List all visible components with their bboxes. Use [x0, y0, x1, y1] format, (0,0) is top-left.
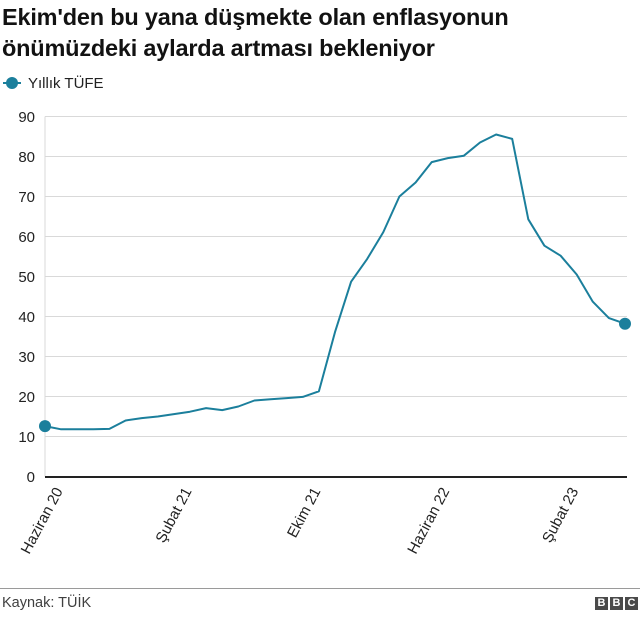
x-tick-label: Ekim 21 — [284, 485, 324, 541]
bbc-logo-letter: B — [595, 597, 608, 610]
bbc-logo-letter: B — [610, 597, 623, 610]
y-tick-label: 20 — [18, 389, 35, 406]
y-tick-label: 30 — [18, 349, 35, 366]
y-axis-labels: 0 10 20 30 40 50 60 70 80 90 — [18, 109, 35, 486]
y-tick-label: 50 — [18, 269, 35, 286]
start-point-marker — [39, 420, 51, 433]
line-chart: 0 10 20 30 40 50 60 70 80 90 Haziran 20 Şubat 21 Ek… — [18, 109, 631, 557]
y-tick-label: 70 — [18, 189, 35, 206]
y-tick-label: 10 — [18, 429, 35, 446]
x-tick-label: Şubat 21 — [152, 485, 195, 546]
y-tick-label: 60 — [18, 229, 35, 246]
y-tick-label: 0 — [27, 469, 35, 486]
y-tick-label: 90 — [18, 109, 35, 126]
line-marker-icon — [2, 74, 22, 92]
y-tick-label: 40 — [18, 309, 35, 326]
chart-title-line-2: önümüzdeki aylarda artması bekleniyor — [2, 35, 435, 61]
bbc-logo: B B C — [595, 597, 638, 610]
series-markers — [39, 317, 631, 433]
chart-title: Ekim'den bu yana düşmekte olan enflasyon… — [2, 2, 638, 64]
legend: Yıllık TÜFE — [2, 74, 104, 92]
source-note: Kaynak: TÜİK — [2, 595, 92, 611]
gridlines — [45, 116, 627, 437]
y-tick-label: 80 — [18, 149, 35, 166]
x-tick-label: Haziran 22 — [404, 485, 453, 557]
x-tick-label: Şubat 23 — [539, 485, 582, 546]
x-axis-labels: Haziran 20 Şubat 21 Ekim 21 Haziran 22 Şubat… — [18, 485, 583, 557]
end-point-marker — [619, 317, 631, 330]
legend-label: Yıllık TÜFE — [28, 74, 104, 92]
series-line-yillik-tufe — [44, 133, 626, 431]
chart-title-line-1: Ekim'den bu yana düşmekte olan enflasyon… — [2, 4, 509, 30]
x-tick-label: Haziran 20 — [18, 485, 67, 557]
bbc-logo-letter: C — [625, 597, 638, 610]
footer-divider — [0, 588, 640, 589]
